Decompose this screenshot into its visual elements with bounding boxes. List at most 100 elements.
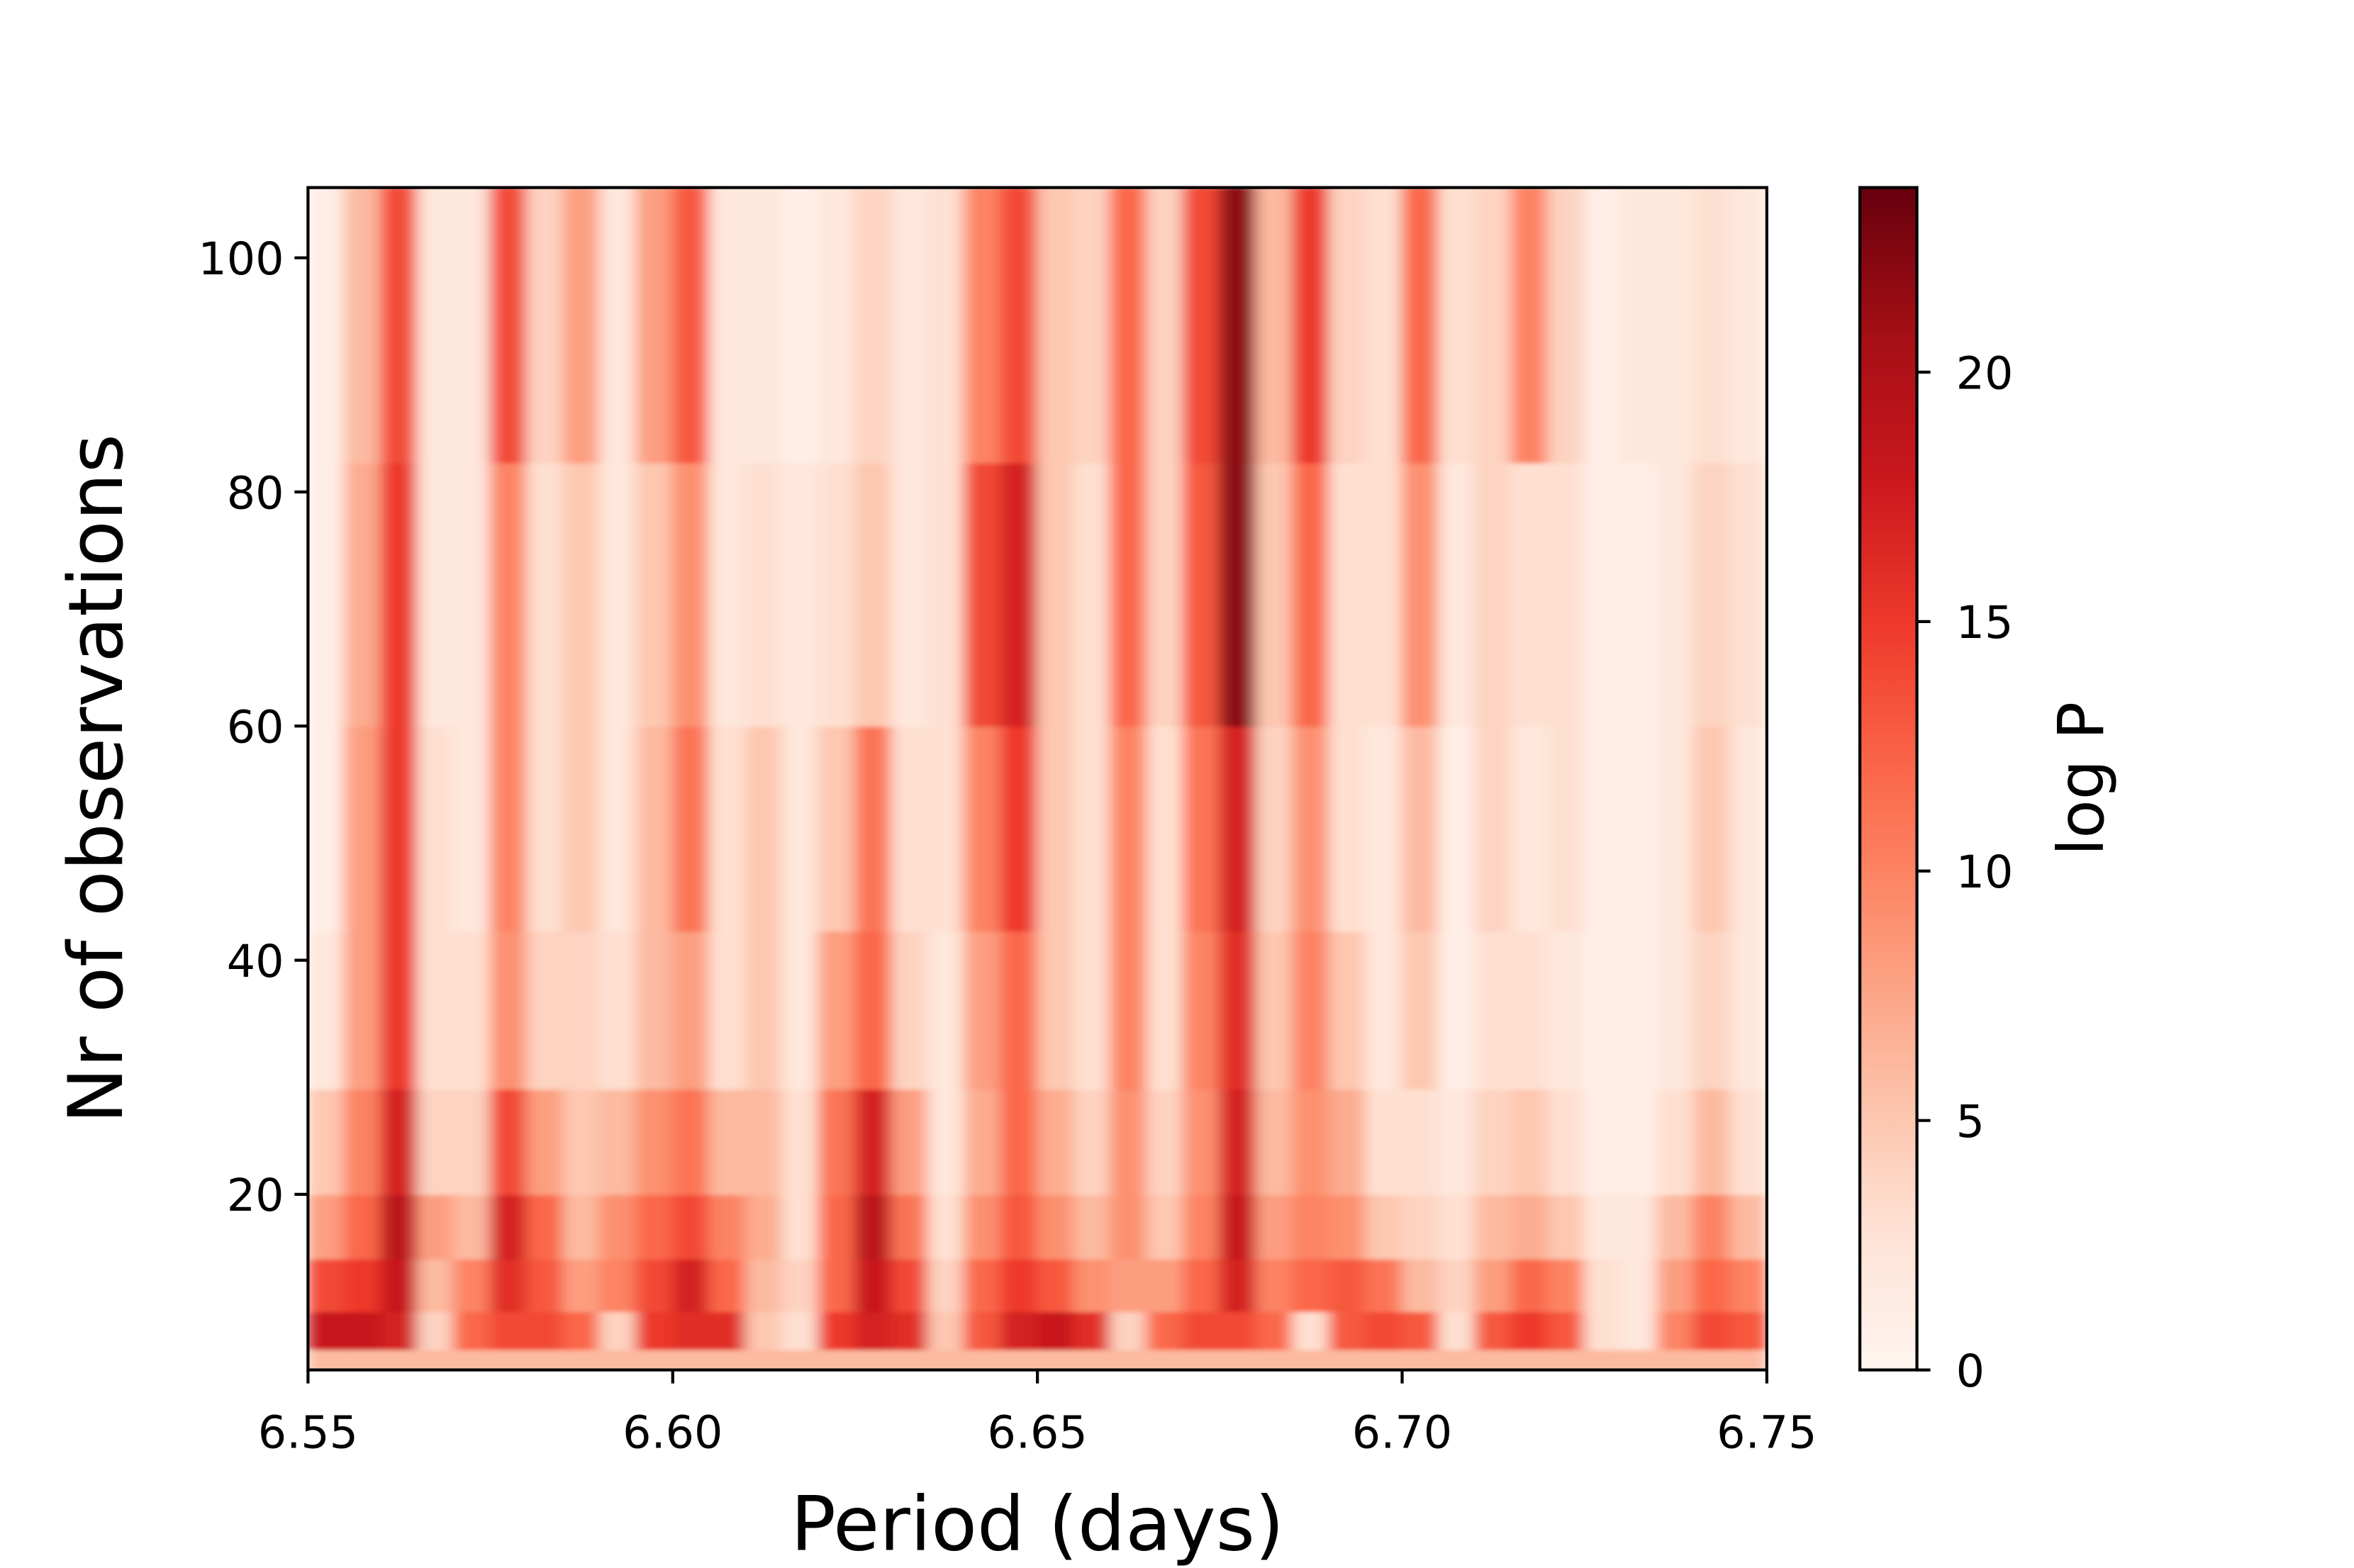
heatmap-cell (1365, 461, 1403, 727)
heatmap-cell (1510, 1310, 1549, 1350)
heatmap-cell (1729, 930, 1767, 1090)
heatmap-cell (380, 1310, 418, 1350)
heatmap-cell (1620, 930, 1658, 1090)
heatmap-cell (1182, 187, 1221, 464)
y-tick-label: 80 (227, 466, 284, 519)
heatmap-cell (1219, 461, 1257, 727)
heatmap-cell (964, 461, 1002, 727)
heatmap-cell (1729, 461, 1767, 727)
heatmap-cell (380, 1088, 418, 1195)
heatmap-cell (781, 187, 820, 464)
heatmap-cell (308, 725, 345, 932)
heatmap-cell (1510, 1348, 1549, 1370)
heatmap-cell (1000, 930, 1039, 1090)
heatmap-cell (1255, 930, 1294, 1090)
heatmap-cell (1255, 187, 1294, 464)
heatmap-cell (1000, 1258, 1039, 1313)
heatmap-cell (927, 1258, 966, 1313)
heatmap-cell (708, 1348, 747, 1370)
heatmap-cell (1692, 930, 1731, 1090)
heatmap-cell (1037, 1310, 1075, 1350)
heatmap-cell (1547, 1310, 1585, 1350)
heatmap-cell (1109, 725, 1148, 932)
heatmap-cell (1656, 1193, 1695, 1260)
heatmap-cell (308, 1258, 345, 1313)
heatmap-cell (1474, 461, 1512, 727)
x-tick-label: 6.55 (258, 1406, 358, 1459)
heatmap-cell (416, 1310, 455, 1350)
heatmap-cell (964, 1348, 1002, 1370)
heatmap-cell (964, 1088, 1002, 1195)
heatmap-cell (781, 930, 820, 1090)
heatmap-cell (380, 930, 418, 1090)
heatmap (308, 187, 1767, 1370)
heatmap-cell (343, 1088, 382, 1195)
heatmap-cell (562, 1193, 601, 1260)
heatmap-cell (671, 1258, 710, 1313)
heatmap-cell (1365, 1258, 1403, 1313)
heatmap-cell (1146, 725, 1184, 932)
heatmap-cell (927, 1310, 966, 1350)
heatmap-cell (744, 930, 783, 1090)
heatmap-cell (781, 1310, 820, 1350)
heatmap-cell (1729, 1193, 1767, 1260)
heatmap-cell (1219, 1088, 1257, 1195)
heatmap-cell (1401, 461, 1440, 727)
heatmap-cell (1255, 1088, 1294, 1195)
heatmap-cell (854, 1348, 893, 1370)
heatmap-cell (1109, 1193, 1148, 1260)
heatmap-cell (1656, 930, 1695, 1090)
heatmap-cell (1328, 461, 1367, 727)
y-tick-label: 60 (227, 701, 284, 754)
heatmap-cell (343, 1193, 382, 1260)
heatmap-cell (1692, 1348, 1731, 1370)
heatmap-cell (854, 187, 893, 464)
colorbar-tick-label: 10 (1956, 846, 2014, 898)
heatmap-cell (671, 725, 710, 932)
heatmap-cell (380, 1193, 418, 1260)
x-tick-label: 6.70 (1352, 1406, 1452, 1459)
heatmap-cell (1182, 1088, 1221, 1195)
heatmap-cell (525, 725, 564, 932)
heatmap-cell (1401, 1193, 1440, 1260)
heatmap-cell (1219, 1193, 1257, 1260)
heatmap-cell (416, 187, 455, 464)
heatmap-cell (1474, 930, 1512, 1090)
heatmap-cell (1583, 930, 1622, 1090)
heatmap-cell (416, 1348, 455, 1370)
heatmap-cell (818, 1348, 857, 1370)
heatmap-cell (1037, 187, 1075, 464)
heatmap-cell (1729, 1348, 1767, 1370)
heatmap-cell (453, 1310, 491, 1350)
heatmap-cell (1692, 1193, 1731, 1260)
heatmap-cell (1328, 1193, 1367, 1260)
heatmap-cell (598, 1348, 637, 1370)
heatmap-cell (1510, 930, 1549, 1090)
heatmap-cell (1219, 1310, 1257, 1350)
heatmap-cell (1328, 1348, 1367, 1370)
heatmap-cell (453, 1193, 491, 1260)
heatmap-cell (1328, 1258, 1367, 1313)
heatmap-cell (1692, 187, 1731, 464)
heatmap-cell (744, 1193, 783, 1260)
heatmap-cell (818, 461, 857, 727)
heatmap-cell (781, 461, 820, 727)
heatmap-cell (489, 461, 528, 727)
heatmap-cell (927, 187, 966, 464)
heatmap-cell (1547, 1088, 1585, 1195)
heatmap-cell (1437, 1088, 1476, 1195)
heatmap-cell (308, 1348, 345, 1370)
heatmap-cell (1474, 1348, 1512, 1370)
heatmap-cell (1620, 461, 1658, 727)
heatmap-cell (1583, 1348, 1622, 1370)
heatmap-cell (1146, 1310, 1184, 1350)
heatmap-cell (891, 187, 929, 464)
colorbar-label: log P (2044, 702, 2118, 856)
heatmap-cell (1037, 1348, 1075, 1370)
heatmap-cell (1182, 1258, 1221, 1313)
heatmap-cell (562, 725, 601, 932)
heatmap-cell (1401, 725, 1440, 932)
heatmap-cell (927, 725, 966, 932)
heatmap-cell (1437, 1258, 1476, 1313)
